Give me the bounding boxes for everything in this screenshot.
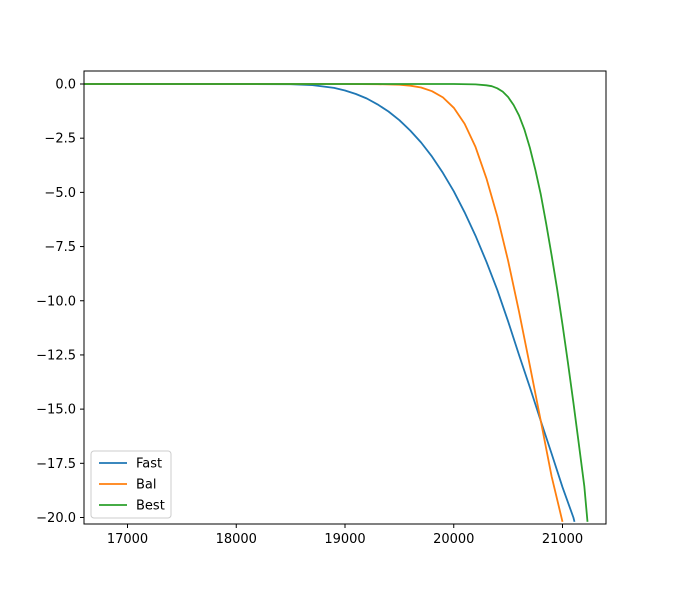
y-tick-label: −5.0 [44,186,76,201]
series-line-best [84,83,589,522]
x-tick-label: 18000 [216,532,257,547]
y-tick-label: −20.0 [36,511,76,526]
y-tick-label: −7.5 [44,240,76,255]
y-tick-label: −17.5 [36,457,76,472]
y-tick-label: −12.5 [36,348,76,363]
x-tick-label: 19000 [324,532,365,547]
y-tick-label: 0.0 [55,78,76,93]
x-tick-label: 21000 [542,532,583,547]
legend-label-bal: Bal [136,478,157,493]
legend-box [90,450,172,519]
series-line-fast [84,83,576,523]
y-tick-label: −15.0 [36,403,76,418]
legend: Fast Bal Best [90,450,172,519]
axis-ticks: 17000 18000 19000 20000 21000 0.0 −2.5 −5.0 −7.5… [36,78,583,547]
x-tick-label: 20000 [433,532,474,547]
y-tick-label: −2.5 [44,132,76,147]
x-tick-label: 17000 [107,532,148,547]
legend-label-best: Best [136,499,165,514]
legend-label-fast: Fast [136,457,162,472]
series-layer [84,83,589,523]
y-tick-label: −10.0 [36,294,76,309]
